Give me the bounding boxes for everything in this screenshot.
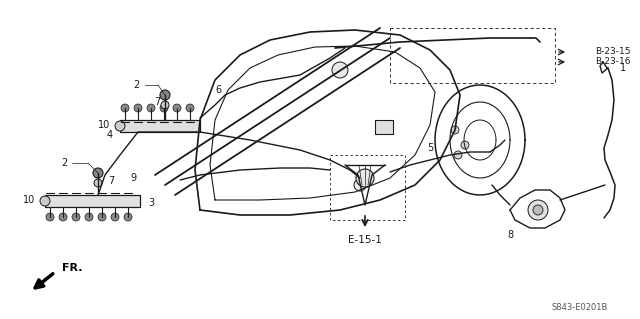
Bar <box>330 155 405 220</box>
Text: 3: 3 <box>148 198 154 208</box>
Text: FR.: FR. <box>62 263 83 273</box>
Text: 7: 7 <box>108 176 115 186</box>
Text: S843-E0201B: S843-E0201B <box>552 303 608 313</box>
Bar <box>390 28 555 83</box>
Text: 2: 2 <box>61 158 68 168</box>
Text: B-23-16: B-23-16 <box>595 57 630 66</box>
Circle shape <box>533 205 543 215</box>
Circle shape <box>85 213 93 221</box>
Circle shape <box>111 213 119 221</box>
Circle shape <box>356 169 374 187</box>
Circle shape <box>173 104 181 112</box>
Circle shape <box>124 213 132 221</box>
Circle shape <box>134 104 142 112</box>
Text: 2: 2 <box>134 80 140 90</box>
Circle shape <box>147 104 155 112</box>
Text: 4: 4 <box>107 130 113 140</box>
Circle shape <box>46 213 54 221</box>
Circle shape <box>332 62 348 78</box>
Text: 10: 10 <box>98 120 110 130</box>
Circle shape <box>451 126 459 134</box>
Circle shape <box>161 101 169 109</box>
Circle shape <box>59 213 67 221</box>
Circle shape <box>186 104 194 112</box>
Text: 6: 6 <box>215 85 221 95</box>
Circle shape <box>98 213 106 221</box>
Circle shape <box>454 151 462 159</box>
Circle shape <box>94 179 102 187</box>
Circle shape <box>461 141 469 149</box>
Circle shape <box>528 200 548 220</box>
Text: 9: 9 <box>130 173 136 183</box>
Text: 5: 5 <box>427 143 433 153</box>
Circle shape <box>40 196 50 206</box>
Circle shape <box>93 168 103 178</box>
Text: 7: 7 <box>154 97 160 107</box>
Circle shape <box>115 121 125 131</box>
Text: B-23-15: B-23-15 <box>595 48 630 56</box>
Bar <box>120 120 200 132</box>
Circle shape <box>121 104 129 112</box>
Text: 8: 8 <box>507 230 513 240</box>
Bar <box>375 120 393 134</box>
Text: 1: 1 <box>620 63 626 73</box>
Circle shape <box>72 213 80 221</box>
Bar <box>45 195 140 207</box>
Circle shape <box>160 90 170 100</box>
Circle shape <box>160 104 168 112</box>
Text: E-15-1: E-15-1 <box>348 235 382 245</box>
Circle shape <box>354 179 366 191</box>
Text: 10: 10 <box>23 195 35 205</box>
